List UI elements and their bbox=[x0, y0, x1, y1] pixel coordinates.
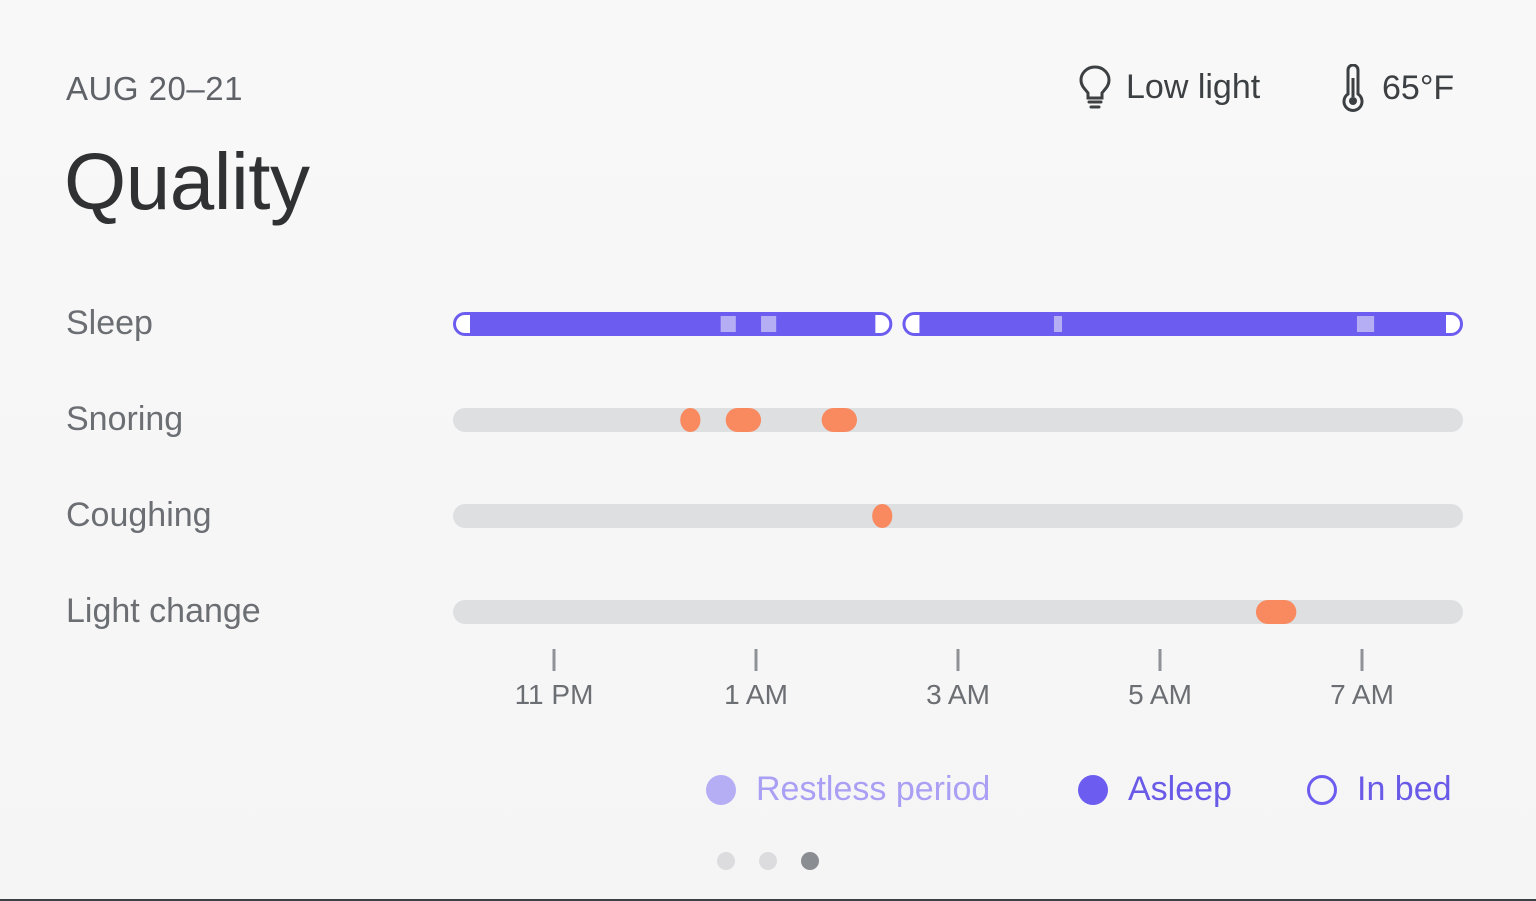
legend-in-bed-label: In bed bbox=[1357, 770, 1452, 808]
restless-period-0 bbox=[720, 316, 736, 332]
snoring-event-1 bbox=[725, 408, 762, 432]
in-bed-swatch bbox=[1307, 774, 1337, 805]
time-tick-label: 5 AM bbox=[1128, 679, 1192, 710]
row-label-coughing: Coughing bbox=[66, 496, 212, 534]
time-tick-label: 7 AM bbox=[1330, 679, 1394, 710]
page-title: Quality bbox=[64, 137, 310, 226]
restless-period-2 bbox=[1053, 316, 1063, 332]
light-indicator: Low light bbox=[1078, 64, 1260, 110]
asleep-swatch bbox=[1078, 774, 1108, 805]
light-change-event-0 bbox=[1255, 600, 1297, 624]
row-label-light-change: Light change bbox=[66, 592, 261, 630]
temperature-indicator: 65°F bbox=[1338, 64, 1454, 112]
page-dot-1[interactable] bbox=[717, 852, 735, 870]
coughing-event-0 bbox=[872, 504, 893, 528]
thermometer-icon bbox=[1338, 64, 1368, 112]
legend-restless-label: Restless period bbox=[756, 770, 991, 808]
row-label-sleep: Sleep bbox=[66, 304, 153, 342]
time-tick-label: 1 AM bbox=[724, 679, 788, 710]
snoring-event-0 bbox=[680, 408, 701, 432]
asleep-segment-1 bbox=[919, 315, 1446, 333]
snoring-track bbox=[453, 408, 1463, 432]
bottom-edge bbox=[0, 899, 1536, 901]
snoring-event-2 bbox=[821, 408, 857, 432]
asleep-segment-0 bbox=[470, 315, 876, 333]
light-label: Low light bbox=[1126, 67, 1261, 106]
page-dot-3[interactable] bbox=[801, 852, 819, 870]
restless-swatch bbox=[706, 774, 736, 805]
date-label: AUG 20–21 bbox=[66, 70, 243, 107]
legend-in-bed: In bed bbox=[1307, 770, 1452, 809]
legend-asleep-label: Asleep bbox=[1128, 770, 1232, 808]
temperature-label: 65°F bbox=[1382, 68, 1455, 107]
row-label-snoring: Snoring bbox=[66, 400, 184, 438]
lightbulb-icon bbox=[1078, 64, 1112, 110]
restless-period-3 bbox=[1356, 316, 1375, 332]
page-dot-2[interactable] bbox=[759, 852, 777, 870]
time-tick-label: 3 AM bbox=[926, 679, 990, 710]
legend-restless: Restless period bbox=[706, 770, 990, 809]
coughing-track bbox=[453, 504, 1463, 528]
restless-period-1 bbox=[761, 316, 777, 332]
light-change-track bbox=[453, 600, 1463, 624]
legend-asleep: Asleep bbox=[1078, 770, 1232, 809]
time-tick-label: 11 PM bbox=[514, 679, 594, 710]
page-indicator[interactable] bbox=[717, 852, 819, 870]
